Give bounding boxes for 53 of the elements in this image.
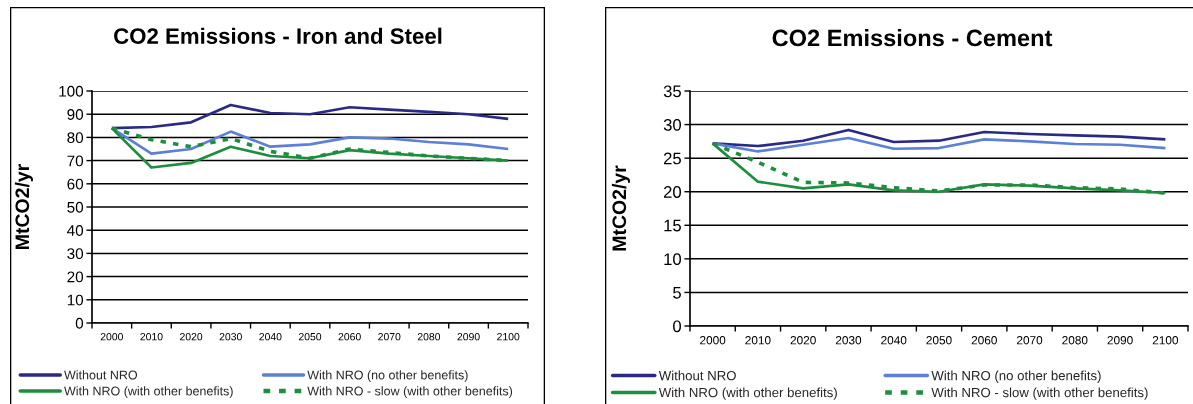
- x-tick-label: 2080: [417, 333, 441, 341]
- x-tick-label: 2010: [745, 336, 771, 345]
- x-tick-label: 2040: [259, 333, 282, 341]
- legend-label: With NRO (with other benefits): [64, 386, 233, 398]
- legend-label: Without NRO: [658, 370, 736, 381]
- legend-label: With NRO - slow (with other benefits): [931, 387, 1148, 400]
- x-tick-label: 2070: [378, 333, 401, 341]
- x-tick-label: 2050: [926, 336, 952, 345]
- x-tick-label: 2030: [835, 336, 862, 345]
- x-tick-label: 2020: [790, 336, 816, 345]
- x-tick-label: 2080: [1062, 336, 1088, 345]
- y-axis-title: MtCO2/yr: [611, 165, 630, 251]
- legend-label: With NRO (no other benefits): [931, 370, 1101, 383]
- x-tick-label: 2030: [219, 333, 242, 341]
- y-tick-label: 35: [663, 85, 681, 98]
- y-tick-label: 15: [664, 219, 681, 232]
- x-tick-label: 2090: [1107, 336, 1133, 345]
- x-tick-label: 2100: [497, 333, 520, 341]
- y-tick-label: 50: [67, 201, 84, 213]
- y-tick-label: 90: [67, 109, 84, 120]
- chart-title: CO2 Emissions - Cement: [772, 29, 1053, 47]
- legend-label: With NRO (no other benefits): [307, 370, 468, 382]
- y-tick-label: 40: [67, 225, 84, 236]
- y-tick-label: 20: [663, 186, 682, 198]
- x-tick-label: 2040: [881, 336, 907, 345]
- y-tick-label: 70: [67, 155, 84, 167]
- y-tick-label: 10: [67, 294, 84, 306]
- legend-label: With NRO - slow (with other benefits): [307, 386, 513, 398]
- x-tick-label: 2000: [700, 336, 726, 345]
- x-tick-label: 2020: [180, 333, 203, 341]
- y-tick-label: 0: [75, 317, 84, 329]
- y-tick-label: 30: [67, 248, 84, 260]
- y-axis-title: MtCO2/yr: [14, 164, 33, 249]
- y-tick-label: 60: [67, 178, 84, 190]
- x-tick-label: 2100: [1152, 336, 1179, 345]
- y-tick-label: 0: [673, 320, 682, 333]
- x-tick-label: 2050: [298, 333, 322, 341]
- legend-label: With NRO (with other benefits): [658, 387, 837, 400]
- y-tick-label: 80: [67, 132, 84, 144]
- x-tick-label: 2070: [1017, 336, 1043, 345]
- x-tick-label: 2010: [140, 333, 163, 341]
- chart-title: CO2 Emissions - Iron and Steel: [114, 27, 442, 44]
- legend-label: Without NRO: [64, 370, 138, 380]
- y-tick-label: 25: [663, 152, 681, 165]
- y-tick-label: 10: [664, 253, 682, 266]
- x-tick-label: 2060: [971, 336, 997, 345]
- y-tick-label: 5: [673, 287, 681, 299]
- x-tick-label: 2000: [100, 333, 123, 341]
- y-tick-label: 30: [663, 118, 682, 131]
- y-tick-label: 100: [59, 85, 84, 97]
- x-tick-label: 2060: [338, 333, 361, 341]
- x-tick-label: 2090: [457, 333, 480, 341]
- y-tick-label: 20: [67, 271, 84, 283]
